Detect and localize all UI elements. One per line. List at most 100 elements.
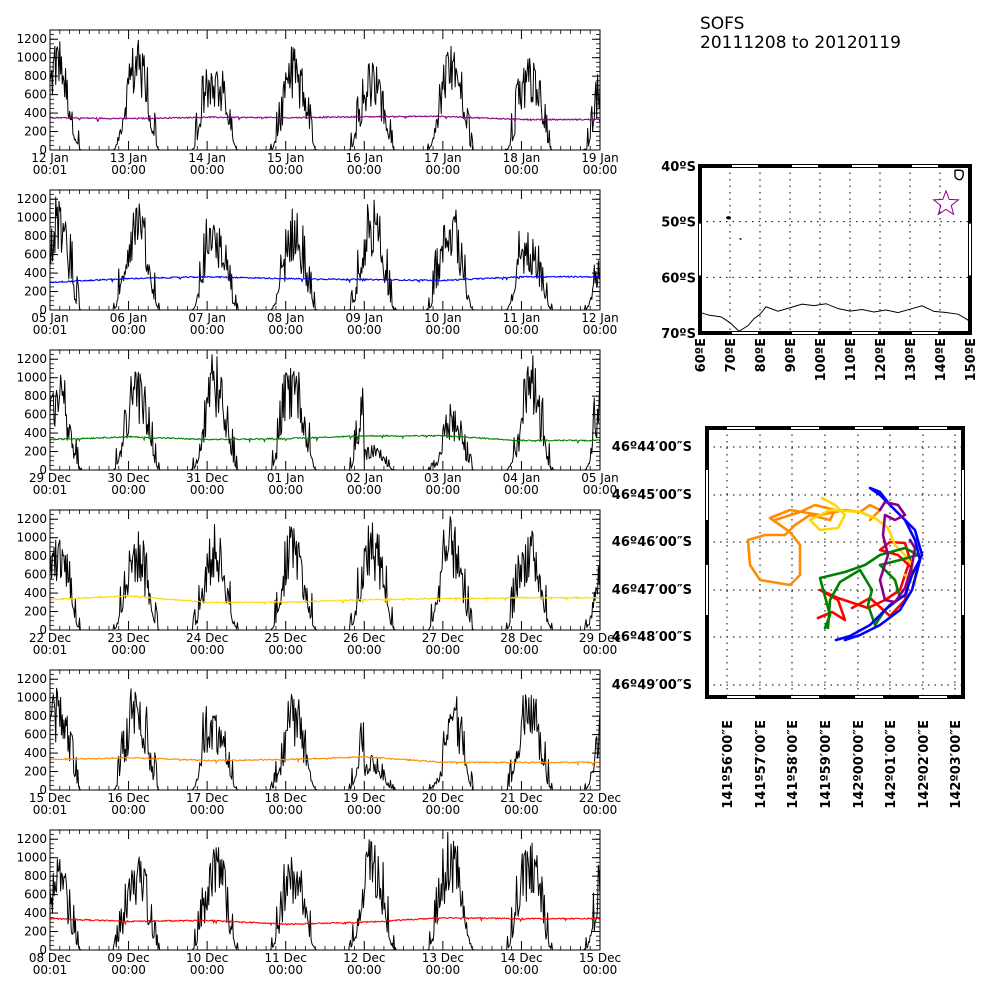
mooring-track-panel: 46º44′00″S 46º45′00″S 46º46′00″S 46º47′00″S… [612, 426, 965, 809]
track-lon-label: 142º02′00″E [917, 720, 932, 809]
x-tick-label-date: 03 Jan [424, 471, 462, 485]
x-tick-label-time: 00:00 [583, 643, 618, 657]
x-tick-label-date: 05 Jan [581, 471, 619, 485]
map-lat-label: 70ºS [661, 327, 696, 342]
x-tick-label-time: 00:00 [111, 323, 146, 337]
x-tick-label-time: 00:00 [347, 963, 382, 977]
x-tick-label-time: 00:00 [347, 483, 382, 497]
x-tick-label-date: 04 Jan [503, 471, 541, 485]
x-tick-label-date: 13 Jan [110, 151, 148, 165]
x-tick-label-date: 29 Dec [29, 471, 71, 485]
figure-title: SOFS 20111208 to 20120119 [700, 15, 901, 53]
x-tick-label-date: 25 Dec [265, 631, 307, 645]
x-tick-label-time: 00:01 [33, 643, 68, 657]
y-tick-label: 1000 [16, 51, 47, 65]
map-lon-label: 100ºE [814, 338, 829, 381]
x-tick-label-time: 00:00 [426, 643, 461, 657]
x-tick-label-time: 00:00 [426, 803, 461, 817]
x-tick-label-time: 00:00 [583, 483, 618, 497]
y-tick-label: 800 [24, 229, 47, 243]
longwave-line [49, 434, 601, 445]
track-lon-label: 141º56′00″E [721, 720, 736, 809]
y-tick-label: 200 [24, 125, 47, 139]
y-tick-label: 200 [24, 285, 47, 299]
x-tick-label-date: 15 Dec [29, 791, 71, 805]
x-tick-label-time: 00:00 [347, 163, 382, 177]
x-tick-label-date: 19 Dec [343, 791, 385, 805]
track-week-6 [878, 500, 917, 604]
track-lon-label: 142º03′00″E [949, 720, 964, 809]
x-tick-label-date: 07 Jan [188, 311, 226, 325]
y-tick-label: 400 [24, 426, 47, 440]
y-tick-label: 1200 [16, 352, 47, 366]
x-tick-label-time: 00:00 [426, 483, 461, 497]
longwave-line [49, 114, 601, 124]
x-tick-label-time: 00:00 [583, 963, 618, 977]
x-tick-label-date: 11 Dec [265, 951, 307, 965]
track-lat-label: 46º45′00″S [612, 488, 692, 503]
x-tick-label-time: 00:00 [268, 483, 303, 497]
x-tick-label-time: 00:00 [504, 323, 539, 337]
shortwave-line [49, 354, 601, 471]
x-tick-label-date: 22 Dec [29, 631, 71, 645]
x-tick-label-time: 00:00 [190, 323, 225, 337]
y-tick-label: 200 [24, 605, 47, 619]
mooring-star-marker [932, 189, 960, 216]
x-tick-label-date: 27 Dec [422, 631, 464, 645]
plot-frame [49, 29, 601, 151]
y-tick-label: 200 [24, 765, 47, 779]
y-tick-label: 1000 [16, 851, 47, 865]
x-tick-label-date: 14 Dec [500, 951, 542, 965]
x-tick-label-time: 00:00 [190, 643, 225, 657]
x-tick-label-date: 12 Dec [343, 951, 385, 965]
map-lon-label: 60ºE [694, 338, 709, 372]
y-tick-label: 600 [24, 728, 47, 742]
x-tick-label-date: 14 Jan [188, 151, 226, 165]
x-tick-label-date: 30 Dec [107, 471, 149, 485]
x-tick-label-time: 00:00 [111, 163, 146, 177]
track-week-1 [816, 540, 914, 622]
x-tick-label-date: 01 Jan [267, 471, 305, 485]
y-tick-label: 800 [24, 709, 47, 723]
map-lon-label: 70ºE [724, 338, 739, 372]
x-tick-label-time: 00:00 [268, 163, 303, 177]
map-lat-label: 50ºS [661, 216, 696, 231]
x-tick-label-date: 18 Dec [265, 791, 307, 805]
x-tick-label-date: 17 Jan [424, 151, 462, 165]
x-tick-label-time: 00:00 [268, 643, 303, 657]
y-tick-label: 600 [24, 248, 47, 262]
x-tick-label-time: 00:00 [347, 643, 382, 657]
x-tick-label-date: 17 Dec [186, 791, 228, 805]
track-lon-label: 142º00′00″E [852, 720, 867, 809]
y-tick-label: 1200 [16, 512, 47, 526]
y-tick-label: 1000 [16, 371, 47, 385]
x-tick-label-time: 00:00 [190, 483, 225, 497]
y-tick-label: 0 [39, 783, 47, 797]
y-tick-label: 0 [39, 943, 47, 957]
y-tick-label: 800 [24, 389, 47, 403]
y-tick-label: 0 [39, 623, 47, 637]
x-tick-label-time: 00:00 [504, 963, 539, 977]
plot-frame [49, 669, 601, 791]
y-tick-label: 600 [24, 88, 47, 102]
x-tick-label-date: 31 Dec [186, 471, 228, 485]
x-tick-label-date: 22 Dec [579, 791, 621, 805]
x-tick-label-date: 02 Jan [345, 471, 383, 485]
track-lat-label: 46º46′00″S [612, 535, 692, 550]
x-tick-label-date: 28 Dec [500, 631, 542, 645]
track-lon-label: 142º01′00″E [884, 720, 899, 809]
x-tick-label-time: 00:00 [583, 323, 618, 337]
x-tick-label-date: 08 Dec [29, 951, 71, 965]
track-lat-label: 46º48′00″S [612, 630, 692, 645]
shortwave-line [49, 516, 601, 631]
longwave-line [49, 594, 601, 606]
heard-island [739, 238, 742, 240]
y-tick-label: 1000 [16, 211, 47, 225]
track-lon-label: 141º59′00″E [819, 720, 834, 809]
x-tick-label-date: 05 Jan [31, 311, 69, 325]
x-tick-label-time: 00:00 [190, 163, 225, 177]
map-lon-label: 120ºE [874, 338, 889, 381]
